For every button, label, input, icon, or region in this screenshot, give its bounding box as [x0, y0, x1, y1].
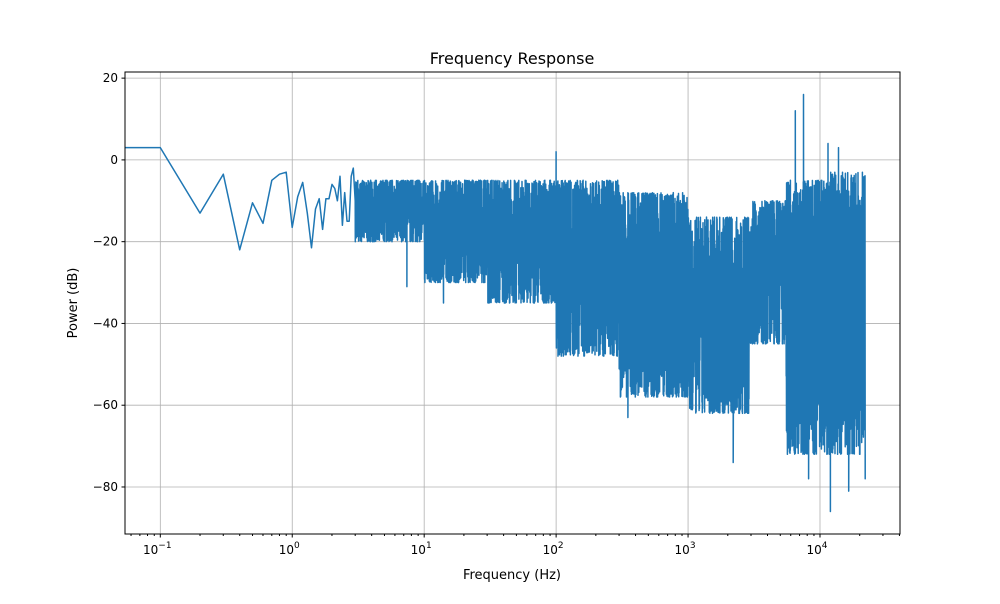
y-tick-label: −40 — [93, 316, 118, 330]
axes-frame — [124, 71, 901, 535]
y-tick-label: −20 — [93, 235, 118, 249]
y-tick-label: 0 — [110, 153, 118, 167]
x-tick-label: 102 — [543, 541, 564, 557]
y-axis-label: Power (dB) — [66, 268, 81, 339]
x-axis-label: Frequency (Hz) — [463, 568, 561, 583]
x-tick-label: 10−1 — [143, 541, 172, 557]
y-tick-label: −80 — [93, 480, 118, 494]
power-spectrum-line — [125, 93, 866, 513]
x-tick-label: 100 — [279, 541, 300, 557]
y-tick-label: −60 — [93, 398, 118, 412]
x-tick-label: 104 — [806, 541, 827, 557]
chart-title: Frequency Response — [430, 49, 595, 68]
y-tick-label: 20 — [103, 71, 118, 85]
x-tick-label: 103 — [675, 541, 696, 557]
x-tick-label: 101 — [411, 541, 432, 557]
